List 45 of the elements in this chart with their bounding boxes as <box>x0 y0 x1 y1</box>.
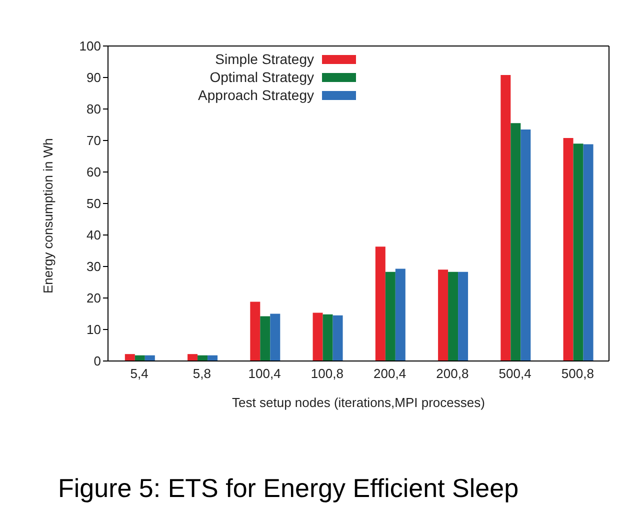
y-tick-label: 20 <box>86 290 101 306</box>
x-tick-label: 100,8 <box>310 366 344 382</box>
bar <box>510 123 521 361</box>
bar <box>124 354 135 361</box>
y-tick-label: 30 <box>86 259 101 274</box>
bar <box>573 144 584 361</box>
x-tick-label: 200,4 <box>374 366 406 382</box>
x-tick-label: 5,8 <box>192 366 211 382</box>
y-tick-label: 0 <box>94 354 101 369</box>
bar <box>563 138 574 361</box>
bar <box>583 144 594 361</box>
bar <box>395 268 406 361</box>
y-tick-label: 10 <box>86 322 101 338</box>
x-tick-label: 500,8 <box>561 366 594 382</box>
y-tick-label: 90 <box>86 70 101 86</box>
bar <box>375 246 386 361</box>
legend-label: Simple Strategy <box>215 51 314 67</box>
y-tick-label: 70 <box>86 133 101 148</box>
legend-label: Optimal Strategy <box>210 69 314 85</box>
bar <box>458 272 468 361</box>
bar <box>385 272 396 361</box>
x-tick-label: 500,4 <box>498 366 532 382</box>
bar <box>520 129 531 361</box>
bar <box>500 74 511 361</box>
x-axis-title: Test setup nodes (iterations,MPI processes) <box>232 395 485 410</box>
bar <box>322 314 333 361</box>
y-tick-label: 50 <box>86 196 101 212</box>
y-tick-label: 40 <box>86 228 101 243</box>
bar <box>438 270 448 361</box>
x-tick-label: 5,4 <box>130 366 148 382</box>
y-tick-label: 80 <box>86 102 101 117</box>
legend-label: Approach Strategy <box>198 87 314 103</box>
y-axis-title: Energy consumption in Wh <box>40 138 56 294</box>
bar <box>270 314 280 361</box>
y-tick-label: 100 <box>79 38 101 54</box>
bar <box>250 302 260 361</box>
bar <box>332 315 343 361</box>
x-tick-label: 100,4 <box>248 366 281 382</box>
bar <box>188 354 198 361</box>
caption: Figure 5: ETS for Energy Efficient Sleep <box>58 473 520 504</box>
x-tick-label: 200,8 <box>436 366 469 382</box>
bar <box>448 272 458 361</box>
bar <box>260 316 270 361</box>
bar <box>312 312 323 361</box>
y-tick-label: 60 <box>86 164 101 180</box>
